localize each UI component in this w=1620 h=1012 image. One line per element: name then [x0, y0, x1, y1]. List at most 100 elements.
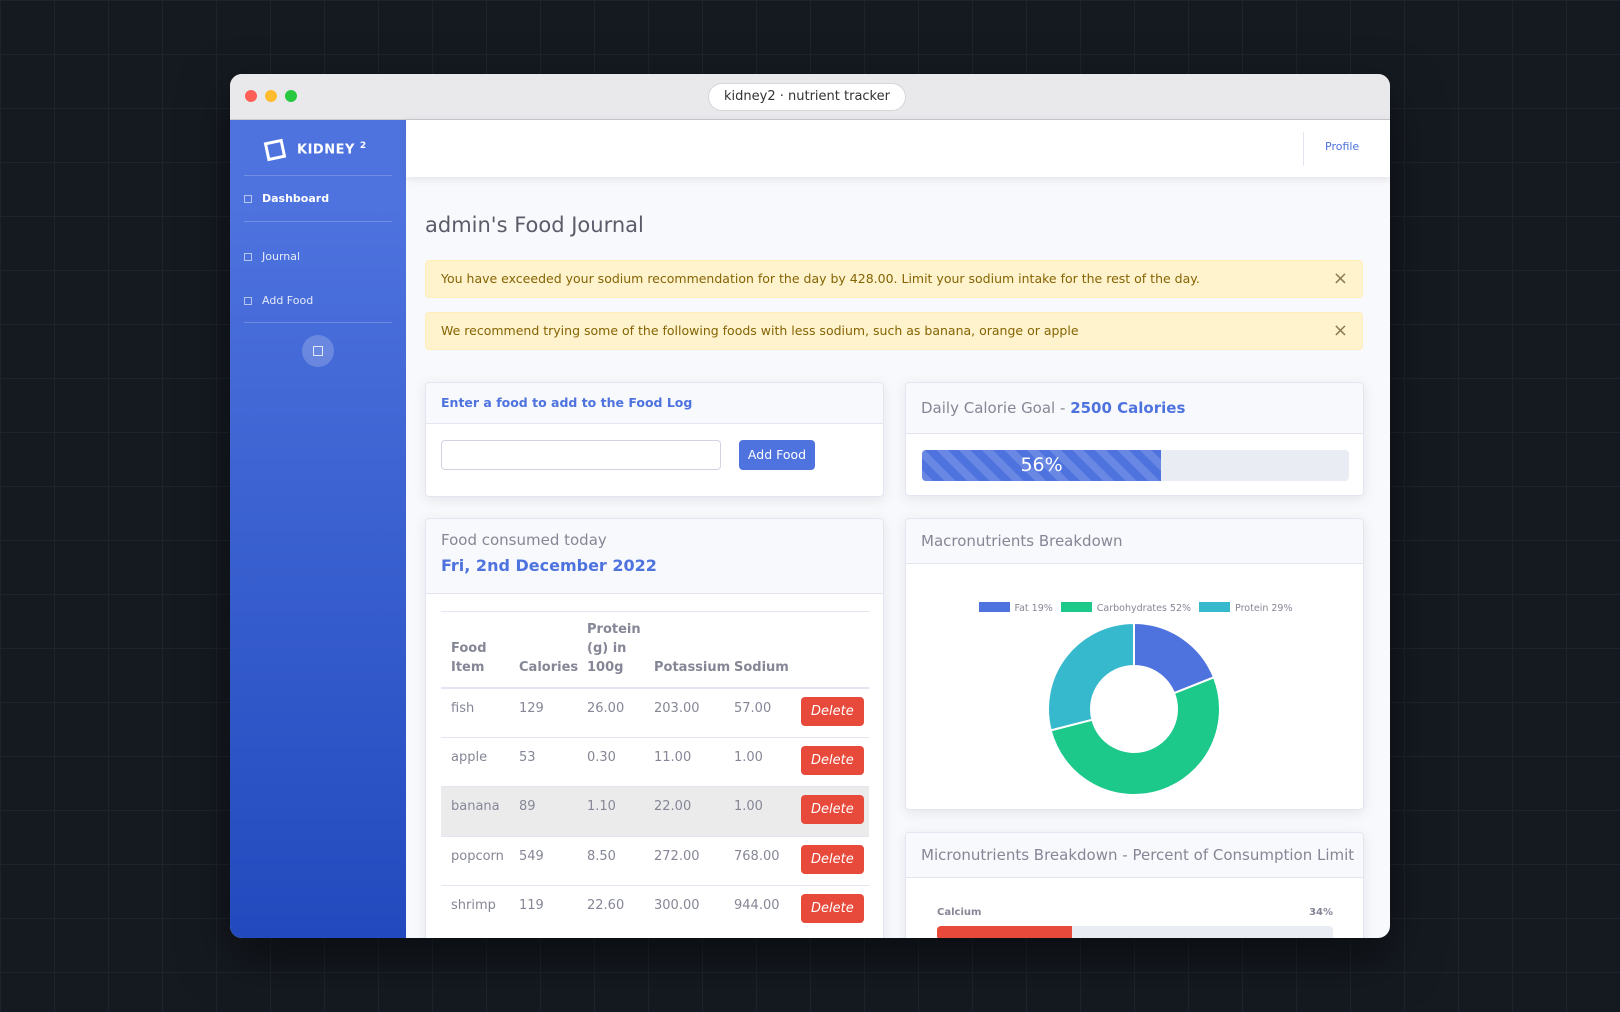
table-cell: 53	[509, 736, 577, 787]
table-cell: 22.00	[644, 786, 724, 837]
card-header: Macronutrients Breakdown	[906, 519, 1363, 564]
calorie-label: Daily Calorie Goal -	[921, 399, 1071, 417]
legend: Fat 19% Carbohydrates 52% Protein 29%	[906, 602, 1363, 614]
table-row: banana 89 1.10 22.00 1.00 Delete	[441, 786, 869, 837]
sidebar-toggle[interactable]	[302, 335, 334, 367]
table-cell: Delete	[791, 786, 869, 837]
table-cell: shrimp	[441, 885, 509, 936]
column-header	[791, 611, 869, 689]
table-cell: 549	[509, 835, 577, 886]
column-header: Food Item	[441, 611, 509, 689]
browser-window: kidney2 · nutrient tracker KIDNEY 2 Dash…	[230, 74, 1390, 938]
legend-swatch	[1199, 602, 1231, 612]
table-cell: apple	[441, 736, 509, 787]
table-cell: Delete	[791, 885, 869, 936]
delete-button[interactable]: Delete	[801, 696, 864, 726]
food-table: Food Item Calories Protein (g) in 100g Pota…	[441, 611, 869, 936]
card-title: Food consumed today	[441, 531, 607, 549]
close-window[interactable]	[245, 90, 257, 102]
micro-track	[937, 926, 1333, 938]
divider	[244, 322, 392, 323]
table-cell: banana	[441, 786, 509, 837]
table-cell: 89	[509, 786, 577, 837]
table-cell: Delete	[791, 835, 869, 886]
table-row: popcorn 549 8.50 272.00 768.00 Delete	[441, 835, 869, 886]
nav-label: Journal	[262, 250, 301, 263]
table-cell: 57.00	[724, 687, 791, 738]
page-title: admin's Food Journal	[425, 213, 644, 237]
delete-button[interactable]: Delete	[801, 795, 864, 825]
micro-percent: 34%	[1309, 907, 1333, 918]
divider	[244, 175, 392, 176]
table-cell: 8.50	[577, 835, 644, 886]
window-title: kidney2 · nutrient tracker	[708, 83, 906, 111]
table-cell: popcorn	[441, 835, 509, 886]
nav-item[interactable]: Journal	[244, 250, 300, 263]
maximize-window[interactable]	[285, 90, 297, 102]
brand[interactable]: KIDNEY 2	[297, 141, 367, 157]
profile-link[interactable]: Profile	[1325, 140, 1360, 153]
legend-item: Protein 29%	[1199, 602, 1292, 614]
table-cell: 0.30	[577, 736, 644, 787]
divider	[1303, 132, 1304, 166]
legend-item: Carbohydrates 52%	[1060, 602, 1192, 614]
table-cell: 203.00	[644, 687, 724, 738]
legend-label: Carbohydrates 52%	[1096, 603, 1192, 614]
divider	[244, 221, 392, 222]
table-row: fish 129 26.00 203.00 57.00 Delete	[441, 687, 869, 738]
table-cell: Delete	[791, 687, 869, 738]
alert-text: We recommend trying some of the followin…	[441, 323, 1079, 338]
add-food-button[interactable]: Add Food	[739, 440, 815, 470]
food-log-card: Food consumed today Fri, 2nd December 20…	[425, 518, 884, 938]
legend-item: Fat 19%	[978, 602, 1053, 614]
alert-close[interactable]: ×	[1332, 268, 1348, 289]
table-cell: 768.00	[724, 835, 791, 886]
macros-card: Macronutrients Breakdown Fat 19% Carbohyd…	[905, 518, 1364, 810]
card-header: Micronutrients Breakdown - Percent of Co…	[906, 833, 1363, 878]
donut-segment	[1047, 621, 1135, 732]
card-header: Food consumed today Fri, 2nd December 20…	[426, 519, 883, 594]
log-date: Fri, 2nd December 2022	[441, 556, 657, 575]
table-cell: 300.00	[644, 885, 724, 936]
micro-bars: Calcium 34%	[937, 907, 1333, 938]
legend-swatch	[978, 602, 1010, 612]
table-cell: 1.00	[724, 786, 791, 837]
column-header: Potassium	[644, 611, 730, 689]
minimize-window[interactable]	[265, 90, 277, 102]
alert: You have exceeded your sodium recommenda…	[425, 260, 1363, 298]
donut-segment	[1049, 676, 1221, 796]
nav-item[interactable]: Add Food	[244, 294, 313, 307]
alert-close[interactable]: ×	[1332, 320, 1348, 341]
alert: We recommend trying some of the followin…	[425, 312, 1363, 350]
column-header: Sodium	[724, 611, 791, 689]
table-cell: 22.60	[577, 885, 644, 936]
delete-button[interactable]: Delete	[801, 894, 864, 924]
top-bar: Profile	[406, 120, 1390, 177]
header-row: Food Item Calories Protein (g) in 100g Pota…	[441, 611, 869, 689]
title-bar: kidney2 · nutrient tracker	[230, 74, 1390, 120]
donut-chart	[1047, 621, 1221, 796]
calorie-goal: 2500 Calories	[1070, 399, 1186, 417]
progress-fill: 56%	[922, 450, 1162, 481]
table-cell: 119	[509, 885, 577, 936]
table-cell: 1.00	[724, 736, 791, 787]
micro-bar	[937, 926, 1072, 938]
table-cell: 11.00	[644, 736, 724, 787]
table-row: apple 53 0.30 11.00 1.00 Delete	[441, 736, 869, 787]
delete-button[interactable]: Delete	[801, 844, 864, 874]
delete-button[interactable]: Delete	[801, 745, 864, 775]
progress-label: 56%	[1020, 454, 1063, 476]
column-header: Protein (g) in 100g	[577, 611, 644, 689]
nav-label: Dashboard	[262, 192, 330, 205]
micros-card: Micronutrients Breakdown - Percent of Co…	[905, 832, 1364, 938]
nav-item[interactable]: Dashboard	[244, 192, 329, 205]
micro-name: Calcium	[937, 907, 982, 918]
table-cell: 26.00	[577, 687, 644, 738]
table-cell: Delete	[791, 736, 869, 787]
food-input[interactable]	[441, 440, 721, 470]
table-cell: fish	[441, 687, 509, 738]
table-row: shrimp 119 22.60 300.00 944.00 Delete	[441, 885, 869, 936]
table-cell: 1.10	[577, 786, 644, 837]
legend-swatch	[1060, 602, 1092, 612]
